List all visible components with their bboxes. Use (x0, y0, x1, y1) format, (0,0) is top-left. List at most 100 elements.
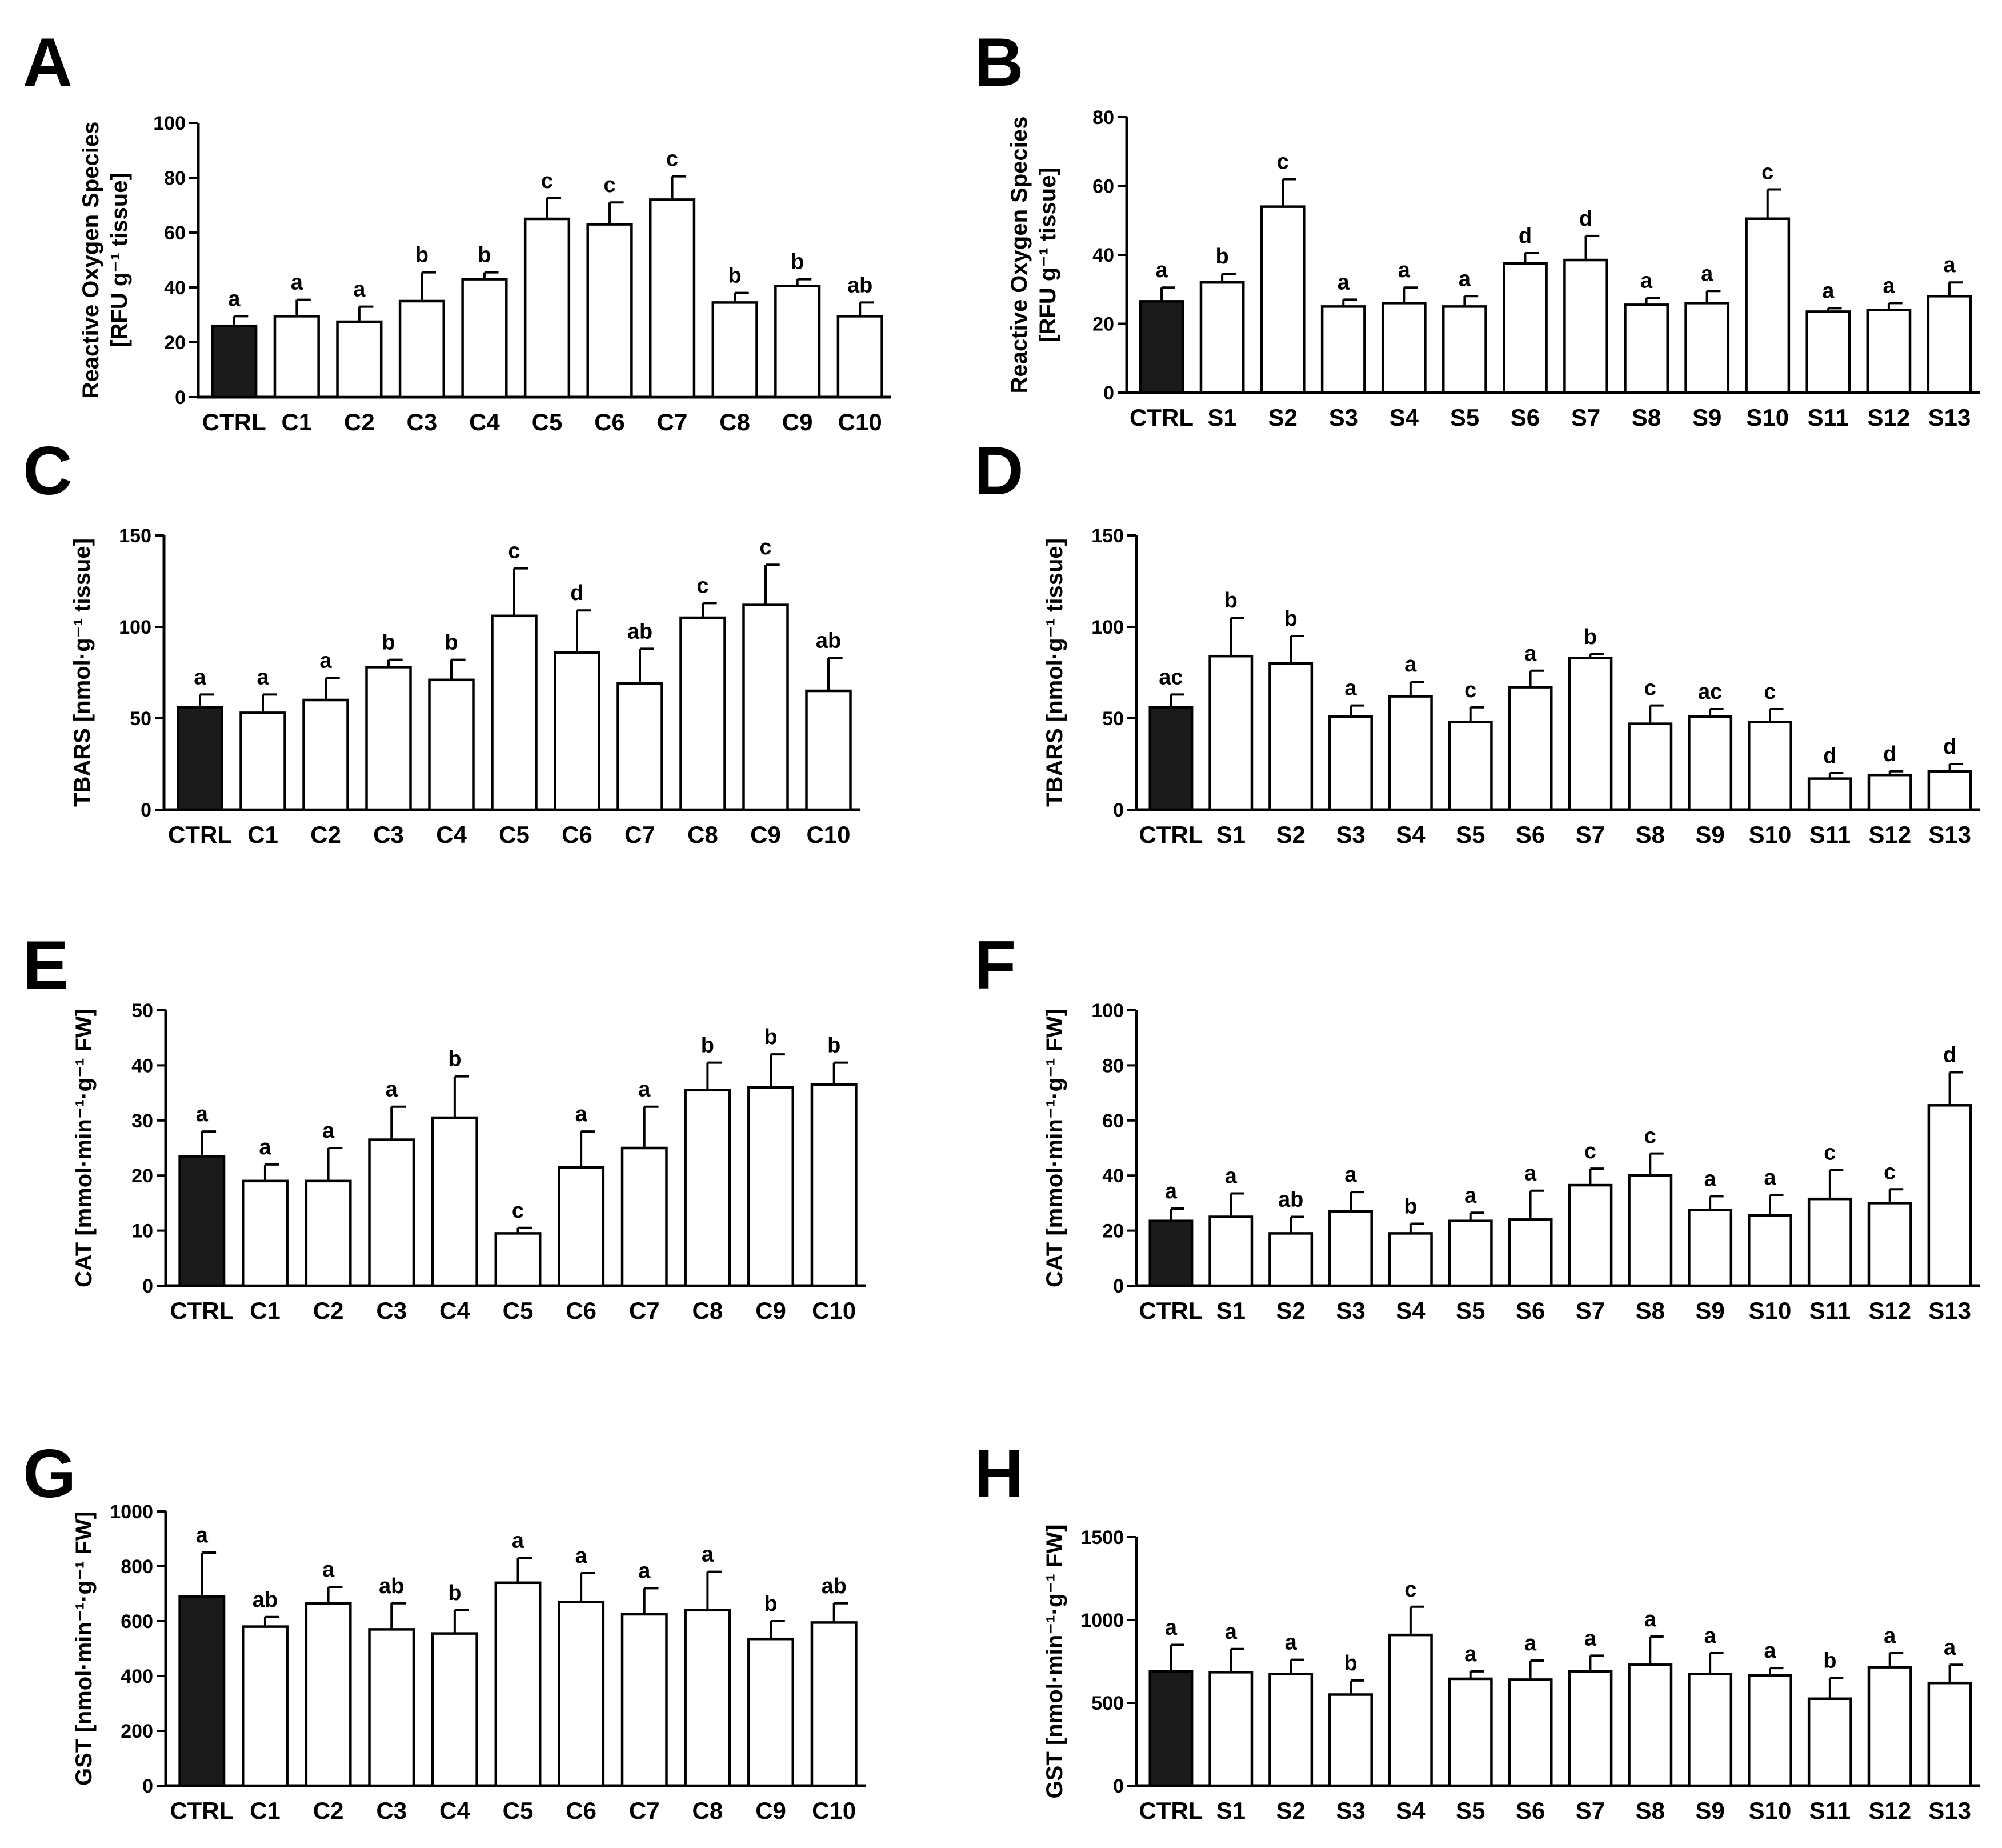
significance-label: d (1519, 224, 1532, 248)
error-bar (580, 1572, 595, 1602)
bar-group-c3: b C3 (398, 243, 445, 435)
category-label: S2 (1276, 1297, 1305, 1324)
bar (1807, 1197, 1852, 1287)
significance-label: a (1524, 642, 1537, 666)
category-label: S10 (1749, 1797, 1792, 1824)
category-label: S11 (1809, 821, 1851, 848)
y-tick-label: 0 (1113, 1275, 1124, 1297)
bar-group-s13: d S13 (1927, 735, 1972, 848)
bar (241, 1625, 289, 1787)
category-label: S13 (1928, 1297, 1971, 1324)
bar-group-s11: d S11 (1807, 744, 1852, 848)
category-label: CTRL (170, 1797, 234, 1824)
category-label: S11 (1809, 1297, 1851, 1324)
bar (1208, 1215, 1254, 1287)
bar-group-c4: b C4 (461, 243, 508, 435)
category-label: S2 (1268, 404, 1297, 431)
y-tick-label: 80 (1102, 1055, 1124, 1077)
bar-group-s10: a S10 (1748, 1639, 1792, 1824)
category-label: S9 (1695, 821, 1724, 848)
error-bar (832, 1061, 848, 1085)
error-bar (483, 271, 499, 279)
bar (368, 1138, 415, 1287)
significance-label: a (1883, 274, 1895, 298)
significance-label: c (666, 147, 678, 171)
category-label: C6 (566, 1297, 596, 1324)
error-bar (1709, 1195, 1724, 1210)
error-bar (327, 1586, 343, 1603)
y-tick-label: 40 (1092, 245, 1114, 266)
significance-label: c (1761, 161, 1773, 185)
bar-group-c2: a C2 (305, 1558, 352, 1824)
bar (836, 315, 883, 399)
bar (1268, 662, 1314, 811)
significance-label: a (257, 665, 269, 689)
bar-group-ctrl: a CTRL (170, 1523, 234, 1824)
category-label: C8 (692, 1297, 723, 1324)
panel-letter: B (974, 24, 1024, 101)
bar (1563, 258, 1608, 394)
y-axis-label: Reactive Oxygen Species (1007, 117, 1032, 394)
error-bar (1827, 307, 1842, 312)
bar (586, 223, 633, 399)
bar-group-s4: b S4 (1388, 1195, 1433, 1324)
bar-group-s7: a S7 (1568, 1626, 1613, 1824)
significance-label: b (1404, 1195, 1417, 1219)
y-tick-label: 1000 (110, 1501, 153, 1523)
significance-label: a (196, 1102, 209, 1126)
bar-group-s8: c S8 (1628, 677, 1673, 848)
category-label: S4 (1396, 821, 1426, 848)
bar-group-c9: b C9 (774, 250, 821, 435)
bar (1268, 1232, 1314, 1287)
bar-group-s1: a S1 (1208, 1165, 1254, 1324)
error-bar (1948, 1663, 1964, 1683)
error-bar (325, 677, 340, 700)
error-bar (706, 1570, 722, 1610)
error-bar (580, 1130, 595, 1167)
error-bar (1290, 635, 1304, 663)
bar (558, 1601, 605, 1787)
bar (1748, 1674, 1792, 1787)
error-bar (1769, 708, 1784, 722)
bar (461, 278, 508, 399)
bar-group-s4: a S4 (1388, 653, 1433, 848)
bar-group-s6: a S6 (1508, 1631, 1553, 1824)
error-bar (1409, 681, 1424, 697)
category-label: C7 (657, 409, 688, 435)
category-label: S4 (1396, 1797, 1426, 1824)
bar (1867, 1666, 1912, 1787)
bar-group-c9: c C9 (742, 535, 789, 848)
significance-label: b (728, 264, 742, 288)
significance-label: d (1943, 735, 1956, 759)
error-bar (1221, 273, 1236, 283)
significance-label: b (448, 1581, 461, 1605)
bar-group-ctrl: a CTRL (170, 1102, 234, 1324)
significance-label: a (353, 278, 366, 302)
bar (1688, 1673, 1733, 1787)
y-tick-label: 0 (1113, 799, 1124, 821)
error-bar (1350, 1191, 1364, 1211)
bar-group-s8: c S8 (1628, 1125, 1673, 1324)
bar (1508, 1678, 1553, 1787)
panel-g: G 0 200 400 600 800 1000 GST [nmol·min⁻¹·g⁻¹ FW… (23, 1435, 866, 1824)
bar-group-s1: a S1 (1208, 1620, 1254, 1824)
bar-group-c10: ab C10 (805, 629, 852, 848)
category-label: C7 (629, 1297, 660, 1324)
bar (1388, 695, 1433, 811)
error-bar (1948, 1071, 1964, 1106)
category-label: S4 (1396, 1297, 1426, 1324)
category-label: C3 (373, 821, 404, 848)
category-label: S12 (1868, 404, 1911, 431)
bar-group-ctrl: a CTRL (1139, 1179, 1203, 1324)
bar-group-s7: b S7 (1568, 625, 1613, 848)
significance-label: a (638, 1559, 651, 1583)
bar-group-s7: d S7 (1563, 207, 1608, 431)
error-bar (1469, 1670, 1484, 1679)
significance-label: a (1944, 1635, 1956, 1659)
category-label: CTRL (1139, 1297, 1203, 1324)
bar (1568, 1670, 1613, 1787)
panel-e: E 0 10 20 30 40 50 CAT [mmol·min⁻¹·g⁻¹ FW] a CTRL… (23, 927, 866, 1324)
category-label: C4 (439, 1297, 470, 1324)
significance-label: a (1704, 1624, 1717, 1648)
significance-label: a (1344, 1163, 1357, 1187)
